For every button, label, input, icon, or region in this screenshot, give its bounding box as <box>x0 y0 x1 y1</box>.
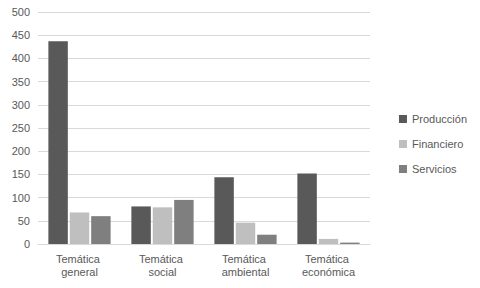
svg-text:350: 350 <box>12 76 30 88</box>
svg-text:250: 250 <box>12 122 30 134</box>
svg-text:50: 50 <box>18 215 30 227</box>
svg-text:Servicios: Servicios <box>412 163 457 175</box>
svg-text:general: general <box>61 266 98 278</box>
svg-text:100: 100 <box>12 192 30 204</box>
svg-text:150: 150 <box>12 168 30 180</box>
svg-text:Financiero: Financiero <box>412 138 463 150</box>
svg-text:Producción: Producción <box>412 113 467 125</box>
svg-text:Temática: Temática <box>305 253 352 265</box>
svg-text:450: 450 <box>12 29 30 41</box>
svg-text:social: social <box>148 266 176 278</box>
svg-text:300: 300 <box>12 99 30 111</box>
svg-text:0: 0 <box>24 238 30 250</box>
svg-text:500: 500 <box>12 6 30 18</box>
svg-text:Temática: Temática <box>222 253 269 265</box>
svg-text:ambiental: ambiental <box>222 266 270 278</box>
svg-text:400: 400 <box>12 52 30 64</box>
svg-text:económica: económica <box>302 266 356 278</box>
svg-text:200: 200 <box>12 145 30 157</box>
svg-text:Temática: Temática <box>139 253 186 265</box>
svg-text:Temática: Temática <box>56 253 103 265</box>
